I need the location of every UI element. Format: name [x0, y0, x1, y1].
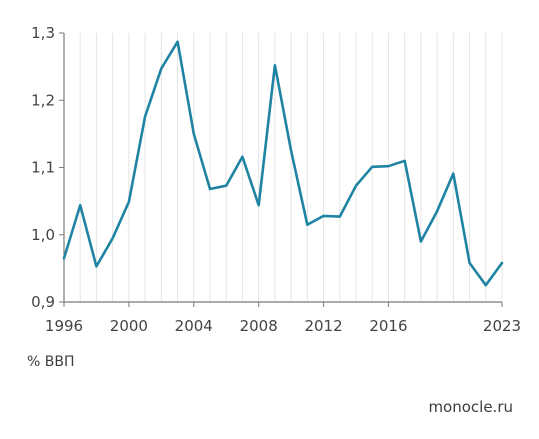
x-tick-label: 2000	[110, 317, 148, 335]
series-line	[62, 40, 504, 287]
grid-lines	[63, 33, 503, 302]
x-tick-label: 2023	[483, 317, 521, 335]
series-layer	[62, 40, 504, 287]
x-tick-label: 2004	[175, 317, 213, 335]
y-tick-label: 1,0	[31, 226, 55, 244]
y-tick-labels: 0,9 1,0 1,1 1,2 1,3	[31, 24, 64, 311]
y-tick-label: 1,3	[31, 24, 55, 42]
unit-label: % ВВП	[27, 354, 75, 370]
y-tick-label: 1,2	[31, 91, 55, 109]
x-tick-label: 2012	[304, 317, 342, 335]
y-tick-label: 1,1	[31, 159, 55, 177]
y-tick-label: 0,9	[31, 293, 55, 311]
x-tick-label: 2008	[240, 317, 278, 335]
axes	[63, 33, 502, 303]
x-tick-label: 2016	[369, 317, 407, 335]
x-tick-labels: 1996 2000 2004 2008 2012 2016 2023	[45, 302, 521, 335]
source-label: monocle.ru	[428, 398, 513, 416]
x-tick-label: 1996	[45, 317, 83, 335]
